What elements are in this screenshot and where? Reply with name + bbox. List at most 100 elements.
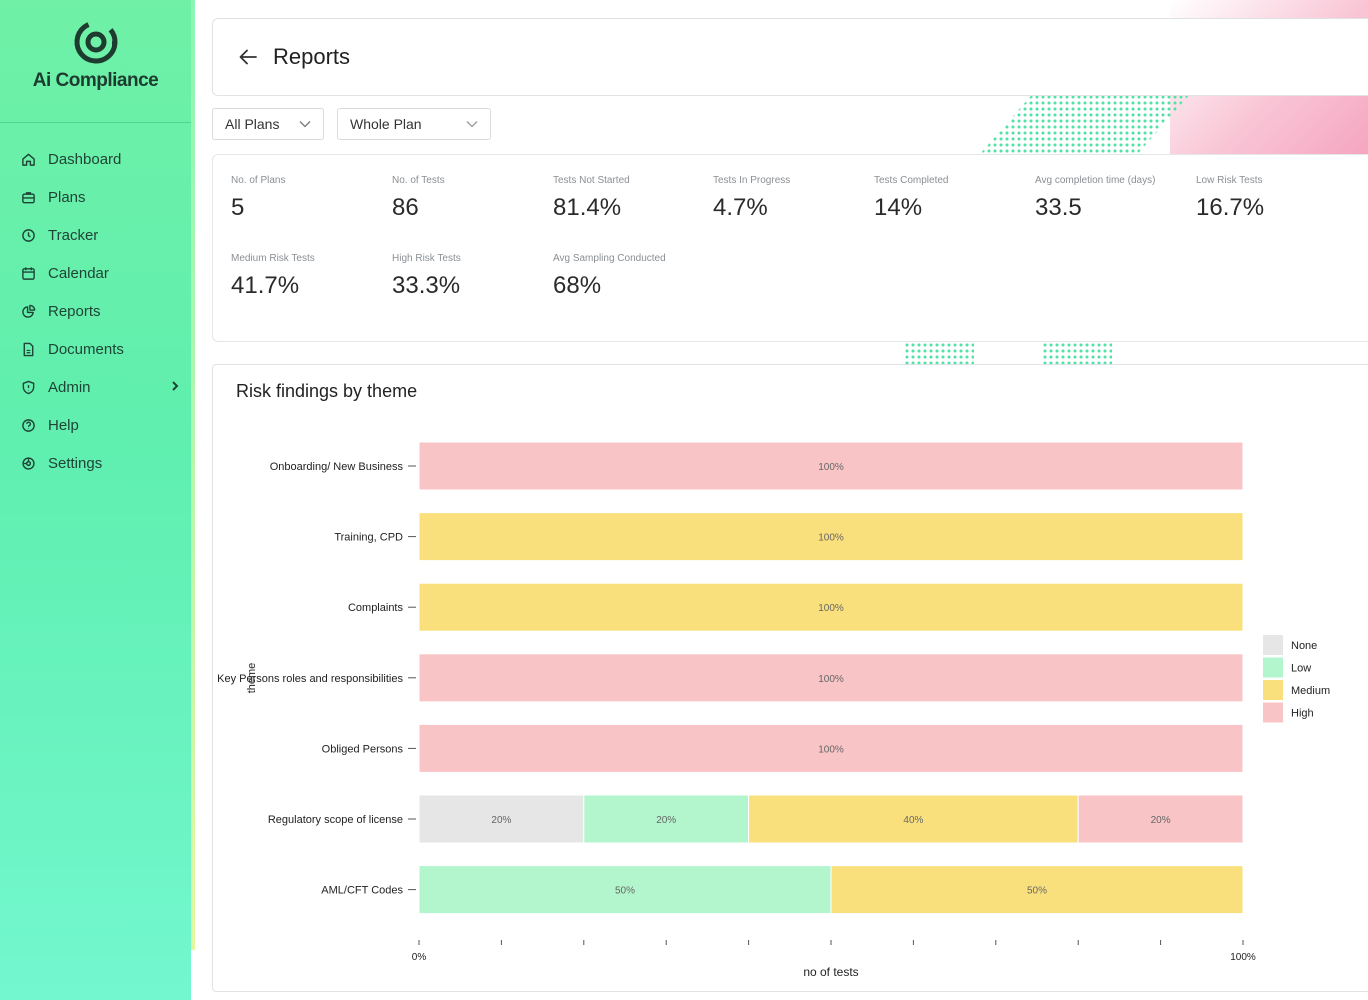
x-axis-title: no of tests [803, 965, 858, 979]
stat-plans: No. of Plans 5 [231, 175, 381, 222]
bar-data-label: 50% [615, 886, 635, 897]
stat-label: Tests Completed [874, 175, 949, 186]
legend-swatch [1263, 680, 1283, 700]
y-tick-label: Training, CPD [334, 532, 403, 544]
sidebar-item-dashboard[interactable]: Dashboard [20, 140, 180, 178]
bar-data-label: 20% [656, 815, 676, 826]
sidebar: Ai Compliance Dashboard Plans Tracker Ca [0, 0, 195, 1000]
stat-label: No. of Plans [231, 175, 286, 186]
legend-label: Low [1291, 663, 1311, 675]
plans-filter-dropdown[interactable]: All Plans [212, 108, 324, 140]
sidebar-item-help[interactable]: Help [20, 406, 180, 444]
legend-label: None [1291, 640, 1317, 652]
scope-filter-value: Whole Plan [350, 116, 422, 132]
y-axis-title: theme [246, 663, 258, 694]
page-title: Reports [273, 44, 351, 69]
stat-high-risk-tests: High Risk Tests 33.3% [392, 253, 542, 300]
legend-swatch [1263, 635, 1283, 655]
back-arrow-icon[interactable] [237, 46, 259, 68]
bar-segment [418, 865, 832, 915]
stat-value: 16.7% [1196, 194, 1265, 221]
sidebar-item-label: Plans [48, 188, 86, 206]
stat-label: High Risk Tests [392, 253, 461, 264]
bar-segment [1077, 794, 1244, 844]
x-tick-label: 0% [412, 952, 427, 963]
brand[interactable]: Ai Compliance [0, 18, 191, 92]
sidebar-item-label: Documents [48, 340, 124, 358]
legend-label: High [1291, 708, 1314, 720]
chevron-down-icon [299, 121, 311, 128]
sidebar-item-label: Calendar [48, 264, 109, 282]
y-tick-label: Obliged Persons [322, 743, 404, 755]
bar-data-label: 50% [1027, 886, 1047, 897]
bar-data-label: 40% [903, 815, 923, 826]
bar-data-label: 20% [491, 815, 511, 826]
stat-tests: No. of Tests 86 [392, 175, 542, 222]
sidebar-item-calendar[interactable]: Calendar [20, 254, 180, 292]
bar-segment [418, 582, 1244, 632]
gear-icon [20, 455, 36, 471]
chevron-right-icon [170, 379, 180, 395]
bar-segment [418, 794, 585, 844]
stat-label: Avg completion time (days) [1035, 175, 1156, 186]
bar-data-label: 100% [818, 462, 844, 473]
stat-value: 4.7% [713, 194, 768, 221]
sidebar-item-label: Tracker [48, 226, 99, 244]
bar-data-label: 100% [818, 533, 844, 544]
stat-value: 86 [392, 194, 419, 221]
bar-segment [418, 512, 1244, 562]
stat-avg-sampling: Avg Sampling Conducted 68% [553, 253, 703, 300]
stat-label: Avg Sampling Conducted [553, 253, 666, 264]
stat-tests-completed: Tests Completed 14% [874, 175, 1024, 222]
sidebar-item-admin[interactable]: Admin [20, 368, 180, 406]
sidebar-item-plans[interactable]: Plans [20, 178, 180, 216]
decorative-dots [904, 342, 974, 364]
sidebar-item-reports[interactable]: Reports [20, 292, 180, 330]
bar-data-label: 100% [818, 674, 844, 685]
stat-label: Tests Not Started [553, 175, 630, 186]
stat-label: Low Risk Tests [1196, 175, 1263, 186]
stat-low-risk-tests: Low Risk Tests 16.7% [1196, 175, 1346, 222]
scope-filter-dropdown[interactable]: Whole Plan [337, 108, 491, 140]
bar-data-label: 20% [1151, 815, 1171, 826]
brand-name: Ai Compliance [32, 70, 159, 91]
chart-title: Risk findings by theme [236, 381, 418, 401]
sidebar-item-tracker[interactable]: Tracker [20, 216, 180, 254]
stat-value: 14% [874, 194, 923, 221]
legend-swatch [1263, 702, 1283, 723]
briefcase-icon [20, 189, 36, 205]
bar-segment [418, 653, 1244, 703]
y-tick-label: Regulatory scope of license [268, 814, 403, 826]
y-tick-label: Onboarding/ New Business [270, 461, 404, 473]
clock-icon [20, 227, 36, 243]
risk-findings-chart: Onboarding/ New Business 100% Training, CP… [217, 441, 1330, 979]
stat-value: 68% [553, 272, 602, 299]
stat-value: 81.4% [553, 194, 622, 221]
sidebar-item-label: Help [48, 416, 79, 434]
sidebar-item-label: Reports [48, 302, 101, 320]
sidebar-item-label: Dashboard [48, 150, 122, 168]
decorative-dots [980, 94, 1190, 154]
sidebar-item-label: Admin [48, 378, 91, 396]
legend-swatch [1263, 657, 1283, 678]
y-tick-label: Complaints [348, 602, 404, 614]
calendar-icon [20, 265, 36, 281]
sidebar-item-documents[interactable]: Documents [20, 330, 180, 368]
sidebar-nav: Dashboard Plans Tracker Calendar Reports [20, 140, 180, 482]
sidebar-item-settings[interactable]: Settings [20, 444, 180, 482]
help-icon [20, 417, 36, 433]
stats-card: No. of Plans 5 No. of Tests 86 Tests Not… [212, 154, 1368, 342]
stat-value: 33.5 [1035, 194, 1082, 221]
home-icon [20, 151, 36, 167]
plans-filter-value: All Plans [225, 116, 280, 132]
bar-data-label: 100% [818, 744, 844, 755]
sidebar-divider [0, 122, 191, 123]
risk-findings-chart-card: Risk findings by theme Onboarding/ New B… [212, 364, 1368, 992]
decorative-dots [1042, 342, 1112, 364]
bar-segment [748, 794, 1079, 844]
stat-value: 41.7% [231, 272, 300, 299]
stat-medium-risk-tests: Medium Risk Tests 41.7% [231, 253, 381, 300]
shield-icon [20, 379, 36, 395]
legend-label: Medium [1291, 685, 1330, 697]
x-tick-label: 100% [1230, 952, 1256, 963]
